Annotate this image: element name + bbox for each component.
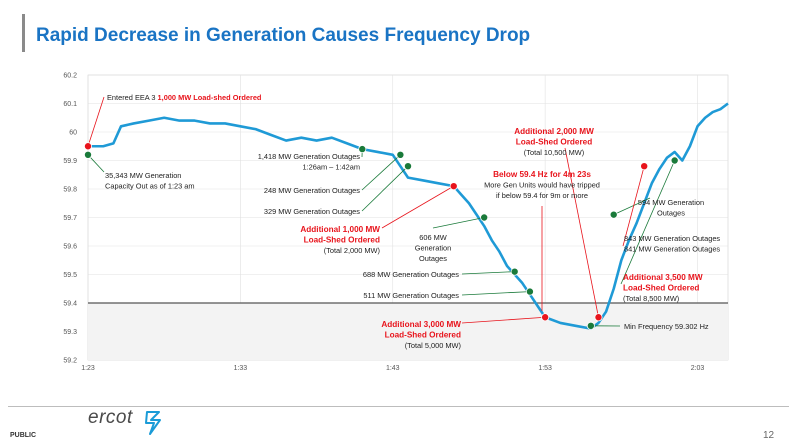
annotation-9-line: Load-Shed Ordered bbox=[385, 331, 461, 340]
annotation-13-line: 841 MW Generation Outages bbox=[624, 245, 720, 254]
leader-line bbox=[461, 316, 546, 324]
annotation-layer: Entered EEA 3 1,000 MW Load-shed Ordered… bbox=[105, 93, 720, 350]
line-layer bbox=[88, 102, 729, 330]
annotation-10-line: More Gen Units would have tripped bbox=[484, 181, 600, 190]
annotation-8-line: 511 MW Generation Outages bbox=[363, 291, 459, 300]
leader-line bbox=[622, 166, 645, 247]
y-tick-label: 59.7 bbox=[63, 215, 77, 222]
annotation-1-line: Capacity Out as of 1:23 am bbox=[105, 182, 195, 191]
y-tick-label: 59.4 bbox=[63, 301, 77, 308]
leader-line bbox=[381, 185, 454, 229]
y-tick-label: 59.3 bbox=[63, 329, 77, 336]
annotation-10-line: if below 59.4 for 9m or more bbox=[496, 191, 588, 200]
annotation-14-line: (Total 8,500 MW) bbox=[623, 294, 679, 303]
y-tick-label: 60 bbox=[69, 130, 77, 137]
leader-line bbox=[361, 154, 401, 191]
x-tick-label: 1:53 bbox=[538, 365, 552, 372]
outage-marker bbox=[609, 210, 618, 219]
threshold-band bbox=[88, 303, 728, 360]
leader-line bbox=[87, 96, 105, 147]
title-accent-bar bbox=[22, 14, 25, 52]
annotation-6-line: Outages bbox=[419, 254, 447, 263]
annotation-3-line: 248 MW Generation Outages bbox=[264, 186, 360, 195]
load-shed-marker bbox=[541, 313, 550, 322]
outage-marker bbox=[510, 267, 519, 276]
frequency-chart: 59.2 59.3 59.4 59.5 59.6 59.7 59.8 59.9 60 60.1 60… bbox=[63, 73, 729, 373]
marker-layer bbox=[84, 142, 679, 330]
annotation-5-line: (Total 2,000 MW) bbox=[324, 246, 380, 255]
annotation-5-line: Load-Shed Ordered bbox=[304, 236, 380, 245]
leader-line bbox=[564, 147, 599, 318]
outage-marker bbox=[396, 150, 405, 159]
annotation-11-line: Additional 2,000 MW bbox=[514, 127, 594, 136]
y-tick-label: 59.2 bbox=[63, 358, 77, 365]
ercot-bolt-icon bbox=[145, 411, 161, 435]
y-tick-label: 59.9 bbox=[63, 158, 77, 165]
annotation-1-line: 35,343 MW Generation bbox=[105, 171, 181, 180]
x-tick-label: 2:03 bbox=[691, 365, 705, 372]
annotation-14-line: Load-Shed Ordered bbox=[623, 284, 699, 293]
annotation-6-line: Generation bbox=[415, 244, 452, 253]
annotation-segment: 1,000 MW Load-shed Ordered bbox=[158, 93, 262, 102]
x-tick-label: 1:33 bbox=[234, 365, 248, 372]
y-tick-label: 60.2 bbox=[63, 73, 77, 80]
outage-marker bbox=[480, 213, 489, 222]
annotation-5-line: Additional 1,000 MW bbox=[300, 225, 380, 234]
annotation-10-line: Below 59.4 Hz for 4m 23s bbox=[493, 170, 591, 179]
annotation-2-line: 1:26am – 1:42am bbox=[302, 163, 360, 172]
outage-marker bbox=[586, 321, 595, 330]
y-tick-label: 59.5 bbox=[63, 272, 77, 279]
annotation-12-line: Outages bbox=[657, 209, 685, 218]
leader-line bbox=[461, 271, 515, 275]
footer-rule bbox=[8, 406, 789, 407]
annotation-6-line: 606 MW bbox=[419, 233, 447, 242]
annotation-9-line: (Total 5,000 MW) bbox=[405, 341, 461, 350]
leader-layer bbox=[87, 96, 676, 327]
annotation-13-line: 843 MW Generation Outages bbox=[624, 234, 720, 243]
frequency-series-line bbox=[88, 102, 729, 330]
classification-label: PUBLIC bbox=[10, 432, 37, 439]
x-tick-label: 1:43 bbox=[386, 365, 400, 372]
leader-line bbox=[461, 291, 530, 296]
y-tick-label: 60.1 bbox=[63, 101, 77, 108]
outage-marker bbox=[358, 145, 367, 154]
outage-marker bbox=[84, 150, 93, 159]
leader-line bbox=[620, 160, 676, 285]
x-tick-label: 1:23 bbox=[81, 365, 95, 372]
leader-line bbox=[613, 197, 651, 216]
annotation-7-line: 688 MW Generation Outages bbox=[363, 270, 459, 279]
load-shed-marker bbox=[640, 162, 649, 171]
load-shed-marker bbox=[84, 142, 93, 151]
annotation-segment: Entered EEA 3 bbox=[107, 93, 158, 102]
threshold-layer bbox=[88, 302, 728, 360]
page-number: 12 bbox=[763, 430, 775, 441]
annotation-11-line: Load-Shed Ordered bbox=[516, 138, 592, 147]
load-shed-marker bbox=[449, 182, 458, 191]
annotation-12-line: 594 MW Generation bbox=[638, 198, 704, 207]
y-tick-label: 59.8 bbox=[63, 187, 77, 194]
annotation-2-line: 1,418 MW Generation Outages bbox=[258, 152, 361, 161]
ercot-logo-text: ercot bbox=[88, 407, 133, 428]
annotation-0-line: Entered EEA 3 1,000 MW Load-shed Ordered bbox=[107, 93, 262, 102]
slide-title: Rapid Decrease in Generation Causes Freq… bbox=[36, 25, 531, 46]
leader-line bbox=[361, 165, 409, 212]
leader-line bbox=[432, 217, 485, 229]
y-tick-label: 59.6 bbox=[63, 244, 77, 251]
outage-marker bbox=[670, 156, 679, 165]
tick-layer: 59.2 59.3 59.4 59.5 59.6 59.7 59.8 59.9 60 60.1 60… bbox=[63, 73, 704, 373]
annotation-14-line: Additional 3,500 MW bbox=[623, 273, 703, 282]
annotation-11-line: (Total 10,500 MW) bbox=[524, 148, 584, 157]
outage-marker bbox=[403, 162, 412, 171]
annotation-4-line: 329 MW Generation Outages bbox=[264, 207, 360, 216]
annotation-15-line: Min Frequency 59.302 Hz bbox=[624, 322, 709, 331]
load-shed-marker bbox=[594, 313, 603, 322]
outage-marker bbox=[525, 287, 534, 296]
annotation-9-line: Additional 3,000 MW bbox=[381, 320, 461, 329]
